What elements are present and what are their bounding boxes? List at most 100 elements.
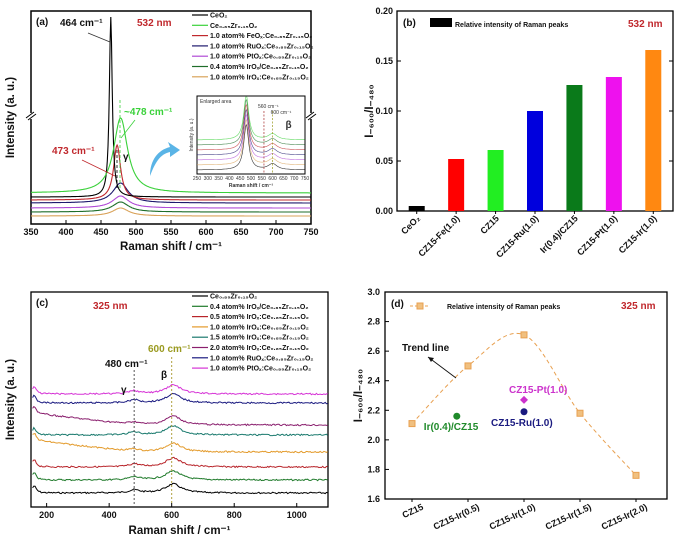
legend-label: 1.0 atom% FeOₓ:Ce₀.₈₅Zr₀.₁₅O₂ [210, 33, 312, 40]
data-point [520, 408, 528, 416]
x-tick-label: CZ15-Ir(2.0) [600, 502, 649, 532]
legend-label: 1.0 atom% PtOₓ:Ce₀.₈₅Zr₀.₁₅O₂ [210, 54, 311, 61]
bar [645, 50, 662, 211]
x-tick-label: CeO₂ [399, 213, 422, 236]
inset-x-tick-label: 600 [268, 176, 277, 182]
inset-x-tick-label: 350 [214, 176, 223, 182]
panel-label: (d) [391, 299, 404, 310]
trend-line-label: Trend line [402, 343, 450, 354]
x-tick-label: Ir(0.4)/CZ15 [538, 213, 580, 255]
x-tick-label: 350 [23, 227, 38, 237]
annotation-arrow [120, 119, 136, 139]
x-tick-label: 800 [227, 510, 242, 520]
panel-label: (c) [36, 298, 48, 309]
data-point [520, 331, 528, 339]
x-tick-label: CZ15-Ir(1.5) [544, 502, 593, 532]
y-tick-label: 2.8 [367, 317, 380, 327]
plot-frame [384, 291, 668, 500]
annotation-473: 473 cm⁻¹ [52, 146, 95, 157]
inset-x-tick-label: 750 [301, 176, 310, 182]
inset-marker-label: 600 cm⁻¹ [271, 110, 292, 116]
wavelength-label: 532 nm [137, 18, 172, 29]
y-tick-label: 2.2 [367, 405, 380, 415]
x-axis-label: Raman shift / cm⁻¹ [120, 241, 222, 253]
series-line [32, 392, 328, 405]
legend-label: 2.0 atom% IrOₓ:Ce₀.₈₅Zr₀.₁₅O₂ [210, 345, 309, 352]
y-axis-label: Intensity (a. u.) [5, 359, 17, 440]
inset-series-line [197, 113, 305, 161]
x-tick-label: 400 [102, 510, 117, 520]
legend-label: 0.5 atom% IrOₓ:Ce₀.₈₅Zr₀.₁₅O₂ [210, 314, 309, 321]
bar [527, 111, 543, 211]
data-point [408, 420, 416, 428]
legend-label: 1.0 atom% RuOₓ:Ce₀.₈₅Zr₀.₁₅O₂ [210, 355, 314, 362]
legend-label: CeO₂ [210, 13, 228, 20]
series-line [31, 207, 311, 217]
x-tick-label: CZ15-Ru(1.0) [494, 213, 540, 259]
bar [605, 77, 622, 211]
legend-label: Relative intensity of Raman peaks [447, 304, 560, 311]
x-tick-label: 550 [163, 227, 178, 237]
annotation-464: 464 cm⁻¹ [60, 18, 103, 29]
x-axis-label: Raman shift / cm⁻¹ [129, 525, 231, 537]
panel-label: (b) [403, 18, 416, 29]
legend-label: 0.4 atom% IrOₓ/Ce₀.₈₅Zr₀.₁₅O₂ [210, 64, 309, 71]
series-line [31, 182, 311, 204]
annotation-arrow [81, 159, 116, 177]
annotation-arrow [427, 356, 457, 379]
legend-swatch [430, 18, 452, 27]
y-tick-label: 2.4 [367, 376, 380, 386]
inset-marker-label: 560 cm⁻¹ [258, 104, 279, 110]
x-tick-label: CZ15 [401, 502, 425, 520]
data-point [520, 395, 528, 404]
inset-series-line [197, 98, 305, 146]
y-axis-label: I₋₆₀₀/I₋₄₈₀ [364, 84, 376, 137]
series-line [32, 405, 328, 427]
series-line [32, 470, 328, 482]
curved-arrow-icon [150, 142, 180, 176]
annotation-arrow [87, 32, 111, 43]
wavelength-label: 325 nm [93, 301, 128, 312]
legend-label: Ce₀.₈₅Zr₀.₁₅O₂ [210, 294, 257, 301]
x-tick-label: CZ15 [478, 213, 501, 236]
y-tick-label: 2.6 [367, 346, 380, 356]
bar [566, 85, 583, 211]
legend-label: Ce₀.₈₅Zr₀.₁₅O₂ [210, 23, 257, 30]
x-tick-label: CZ15-Ir(1.0) [617, 213, 659, 255]
series-line [31, 117, 311, 194]
beta-label: β [286, 120, 292, 131]
inset-series-line [197, 118, 305, 166]
annotation-600: 600 cm⁻¹ [148, 344, 191, 355]
y-tick-label: 2.0 [367, 435, 380, 445]
point-label: CZ15-Ru(1.0) [491, 418, 553, 429]
series-line [31, 201, 311, 213]
bar [448, 159, 465, 211]
legend-label: 1.0 atom% RuOₓ:Ce₀.₈₅Zr₀.₁₅O₂ [210, 43, 314, 50]
x-tick-label: CZ15-Fe(1.0) [416, 213, 461, 258]
wavelength-label: 325 nm [621, 301, 656, 312]
data-point [632, 471, 640, 479]
data-point [576, 409, 584, 417]
series-line [32, 383, 328, 396]
legend-label: 1.0 atom% PtOₓ:Ce₀.₈₅Zr₀.₁₅O₂ [210, 366, 311, 373]
axis-break-icon [25, 111, 37, 121]
inset-title: Enlarged area [200, 99, 232, 105]
axis-break-mask [27, 113, 35, 119]
x-tick-label: 400 [58, 227, 73, 237]
annotation-478: ~478 cm⁻¹ [124, 107, 173, 118]
arrowhead-icon [428, 357, 434, 362]
x-tick-label: 700 [268, 227, 283, 237]
series-line [31, 143, 311, 201]
point-label: Ir(0.4)/CZ15 [424, 422, 479, 433]
inset-x-tick-label: 300 [204, 176, 213, 182]
series-line [32, 433, 328, 454]
legend-marker [416, 302, 424, 310]
panel-c: Ce₀.₈₅Zr₀.₁₅O₂ 0.4 atom% IrOₓ/Ce₀.₈₅Zr₀.₁… [5, 291, 329, 537]
x-tick-label: 1000 [287, 510, 307, 520]
series-line [32, 482, 328, 495]
panel-label: (a) [36, 17, 48, 28]
inset-x-tick-label: 450 [236, 176, 245, 182]
x-tick-label: CZ15-Pt(1.0) [575, 213, 619, 257]
